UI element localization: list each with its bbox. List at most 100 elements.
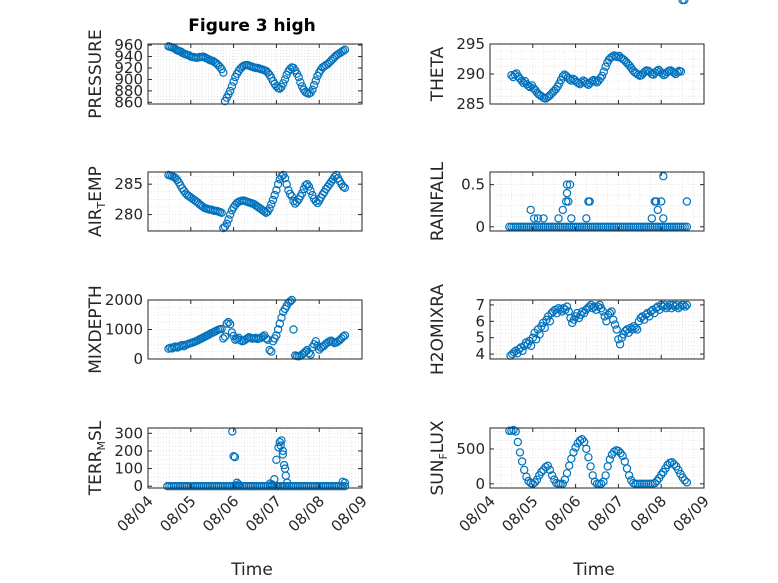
data-point	[681, 302, 690, 311]
panel-rainfall: 0 0.5 RAINFALL	[428, 161, 705, 241]
y-axis-label: PRESSURE	[86, 29, 106, 118]
data-point	[217, 324, 226, 334]
y-tick-label: 0	[133, 350, 143, 368]
y-tick-label: 0	[475, 218, 485, 236]
data-point	[279, 460, 289, 470]
data-point	[601, 62, 610, 72]
data-point	[199, 482, 208, 491]
data-point	[599, 67, 609, 76]
data-point	[229, 77, 238, 86]
data-point	[289, 196, 298, 206]
data-point	[273, 481, 282, 491]
data-point	[624, 471, 634, 480]
data-point	[225, 482, 234, 491]
y-tick-label: 200	[114, 442, 143, 460]
data-point	[535, 222, 544, 231]
x-tick-label: 08/07	[584, 492, 627, 535]
data-point	[530, 222, 540, 231]
data-point	[280, 173, 290, 183]
data-point	[682, 478, 692, 487]
data-point	[267, 347, 276, 356]
x-tick-label: 08/09	[328, 492, 371, 535]
axes-box	[489, 427, 705, 489]
data-point	[306, 186, 315, 196]
data-point	[340, 45, 350, 54]
x-tick-label: 08/08	[285, 492, 328, 535]
axes-box	[489, 171, 705, 232]
y-tick-label: 0	[475, 475, 485, 493]
data-point	[272, 331, 281, 340]
data-point	[188, 482, 198, 491]
data-point	[657, 197, 666, 206]
data-point	[177, 482, 187, 491]
data-point	[265, 204, 274, 213]
data-point	[224, 215, 233, 224]
data-point	[577, 222, 587, 231]
data-point	[594, 222, 604, 231]
data-point	[609, 222, 619, 231]
data-point	[573, 222, 582, 231]
data-point	[651, 197, 661, 206]
data-point	[652, 222, 662, 231]
data-point	[642, 222, 651, 231]
data-point	[192, 482, 202, 491]
data-point	[224, 317, 233, 327]
y-tick-label: 4	[475, 345, 485, 363]
data-point	[311, 76, 320, 85]
y-tick-label: 2000	[105, 291, 143, 309]
data-point	[545, 317, 555, 326]
panel-theta: 285 290 295 THETA	[428, 0, 705, 113]
data-point	[295, 482, 305, 491]
x-tick-label: 08/06	[199, 492, 242, 535]
data-point	[306, 482, 315, 491]
data-point	[222, 319, 231, 328]
data-point	[294, 72, 303, 82]
data-point	[340, 183, 350, 192]
data-point	[317, 482, 326, 491]
data-point	[663, 460, 672, 470]
data-point	[612, 325, 621, 334]
data-point	[637, 222, 647, 231]
data-point	[282, 179, 291, 189]
data-point	[682, 222, 692, 231]
data-point	[225, 86, 235, 96]
data-point	[276, 441, 285, 450]
data-point	[524, 81, 533, 91]
y-axis-label: THETA	[428, 46, 448, 102]
y-tick-label: 880	[114, 82, 143, 100]
data-point	[327, 482, 337, 491]
data-point	[182, 482, 191, 491]
data-point	[309, 80, 319, 90]
data-point	[605, 308, 615, 318]
data-point	[225, 320, 235, 329]
data-point	[272, 185, 281, 195]
y-axis-label: H2OMIXRA	[428, 284, 448, 375]
data-point	[332, 482, 341, 491]
data-point	[575, 436, 585, 445]
data-point	[652, 66, 662, 76]
y-tick-label: 1000	[105, 321, 143, 339]
data-point	[659, 222, 668, 231]
data-point	[220, 482, 230, 491]
data-point	[680, 222, 689, 231]
y-tick-label: 300	[114, 424, 143, 442]
x-tick-label: 08/09	[670, 492, 713, 535]
data-point	[339, 332, 348, 341]
data-point	[227, 82, 237, 91]
data-point	[279, 79, 288, 88]
y-tick-label: 940	[114, 48, 143, 66]
panel-sun-flux: 0 500 08/04 08/05 08/06 08/07 08/08 08/09 SUNFLU…	[428, 420, 713, 535]
data-point	[669, 222, 679, 231]
data-point	[270, 475, 279, 484]
x-tick-label: 08/08	[627, 492, 670, 535]
data-point	[304, 182, 314, 191]
x-tick-label: 08/05	[498, 492, 541, 535]
data-point	[217, 208, 226, 217]
y-tick-label: 7	[475, 296, 485, 314]
data-point	[554, 214, 563, 223]
data-point	[311, 337, 320, 346]
